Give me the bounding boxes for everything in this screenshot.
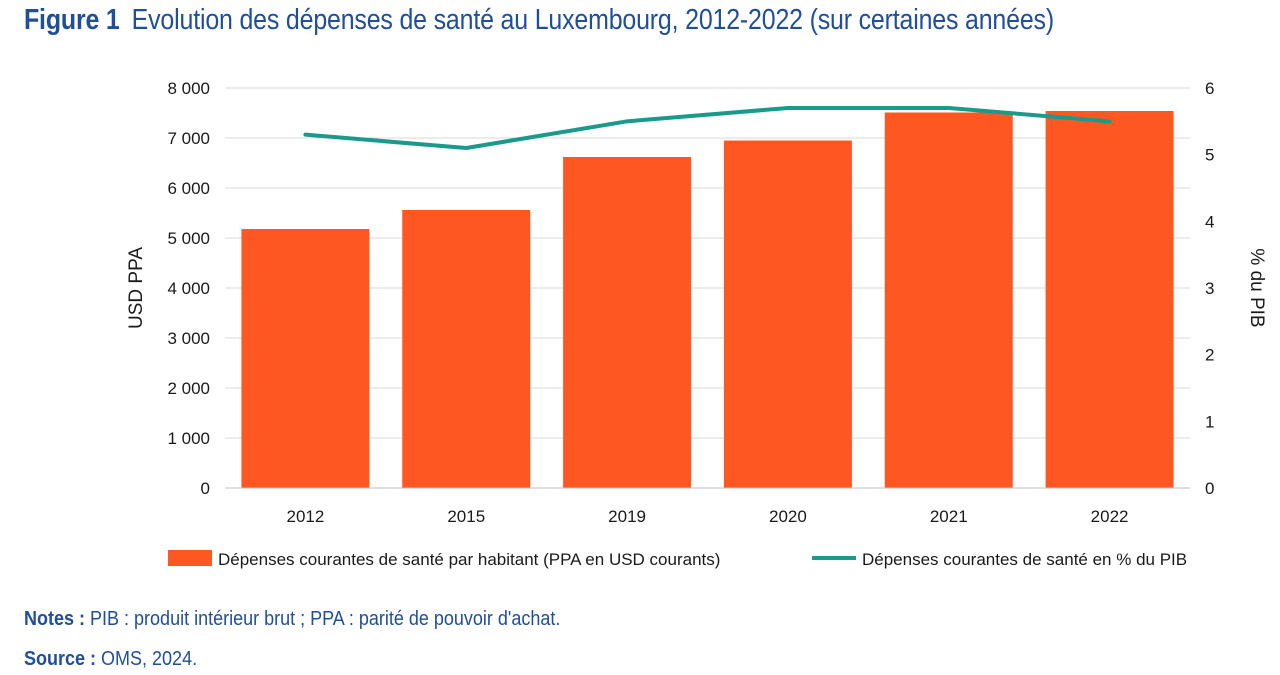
- y2-tick-label: 1: [1205, 412, 1214, 431]
- y2-tick-label: 3: [1205, 279, 1214, 298]
- line-series-path: [303, 106, 1112, 150]
- y-axis-title: USD PPA: [126, 247, 147, 329]
- legend-label-bar: Dépenses courantes de santé par habitant…: [218, 550, 720, 569]
- bar: [1045, 111, 1174, 488]
- x-tick-label: 2015: [447, 507, 485, 526]
- y2-tick-label: 5: [1205, 146, 1214, 165]
- figure-title: Figure 1 Evolution des dépenses de santé …: [24, 4, 1054, 37]
- legend-swatch-bar: [168, 550, 212, 566]
- y2-axis-title: % du PIB: [1246, 248, 1267, 327]
- y-tick-label: 2 000: [167, 379, 210, 398]
- x-tick-label: 2012: [287, 507, 325, 526]
- notes: Notes : PIB : produit intérieur brut ; P…: [24, 608, 560, 631]
- bar: [884, 112, 1013, 488]
- y2-tick-label: 6: [1205, 79, 1214, 98]
- y-tick-label: 8 000: [167, 79, 210, 98]
- x-tick-label: 2020: [769, 507, 807, 526]
- gridlines: [225, 87, 1190, 439]
- source: Source : OMS, 2024.: [24, 648, 197, 671]
- x-tick-label: 2021: [930, 507, 968, 526]
- bar: [723, 140, 852, 488]
- notes-label: Notes :: [24, 608, 86, 630]
- y-tick-label: 1 000: [167, 429, 210, 448]
- y-tick-label: 5 000: [167, 229, 210, 248]
- figure-title-text: Evolution des dépenses de santé au Luxem…: [131, 4, 1054, 36]
- bar: [241, 229, 370, 488]
- notes-text: PIB : produit intérieur brut ; PPA : par…: [90, 608, 561, 630]
- y2-tick-label: 4: [1205, 212, 1214, 231]
- legend-label-line: Dépenses courantes de santé en % du PIB: [862, 550, 1187, 569]
- y-tick-label: 3 000: [167, 329, 210, 348]
- x-tick-label: 2022: [1091, 507, 1129, 526]
- bar-series: [241, 111, 1174, 488]
- bar: [563, 157, 692, 488]
- y2-tick-label: 2: [1205, 346, 1214, 365]
- y-tick-label: 6 000: [167, 179, 210, 198]
- figure-number: Figure 1: [24, 4, 120, 36]
- y-tick-label: 4 000: [167, 279, 210, 298]
- bar: [402, 210, 531, 488]
- y-tick-label: 0: [201, 479, 210, 498]
- combo-chart: 0 1 000 2 000 3 000 4 000 5 000 6 000 7 000 8 00…: [126, 79, 1267, 569]
- source-text: OMS, 2024.: [101, 648, 198, 670]
- legend: Dépenses courantes de santé par habitant…: [168, 550, 1187, 569]
- axes: 0 1 000 2 000 3 000 4 000 5 000 6 000 7 000 8 00…: [126, 79, 1267, 526]
- y2-tick-label: 0: [1205, 479, 1214, 498]
- y-tick-label: 7 000: [167, 129, 210, 148]
- source-label: Source :: [24, 648, 97, 670]
- line-series: [303, 106, 1112, 150]
- x-tick-label: 2019: [608, 507, 646, 526]
